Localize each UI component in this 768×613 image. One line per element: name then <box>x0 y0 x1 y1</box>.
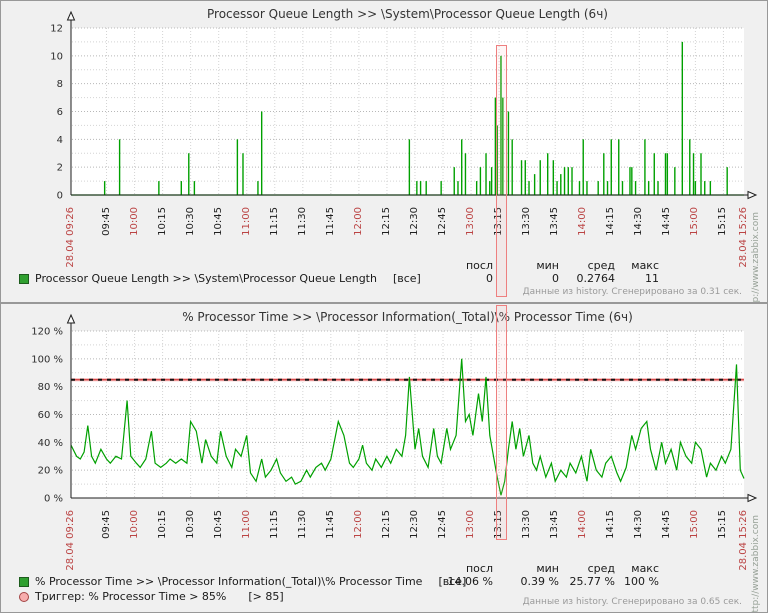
legend-value-avg: 0.2764 <box>576 272 616 285</box>
legend-header-max: макс <box>631 562 659 575</box>
legend-value-last: 14.06 % <box>447 575 493 588</box>
svg-text:120 %: 120 % <box>31 327 63 338</box>
trigger-label: Триггер: % Processor Time > 85% <box>35 590 227 603</box>
svg-text:6: 6 <box>57 107 63 118</box>
generation-footer: Данные из history. Сгенерировано за 0.65… <box>522 597 742 607</box>
series-label: Processor Queue Length >> \System\Proces… <box>35 272 377 285</box>
legend-value-min: 0 <box>552 272 559 285</box>
legend-header-min: мин <box>536 259 559 272</box>
legend-header-avg: сред <box>587 562 615 575</box>
series-color-swatch <box>19 576 29 587</box>
time-selection-marker[interactable] <box>496 305 507 540</box>
processor-queue-length-graph-canvas[interactable]: 0 2 4 6 8 10 12 <box>1 1 768 201</box>
processor-time-graph-canvas[interactable]: 0 % 20 % 40 % 60 % 80 % 100 % 120 % <box>1 304 768 504</box>
svg-text:20 %: 20 % <box>38 466 63 477</box>
series-mode: [все] <box>438 575 467 588</box>
legend: посл мин сред макс Processor Queue Lengt… <box>1 1 768 302</box>
trigger-condition: [> 85] <box>248 590 284 603</box>
panel-processor-time: % Processor Time >> \Processor Informati… <box>0 303 768 613</box>
legend-value-last: 0 <box>486 272 493 285</box>
svg-text:2: 2 <box>57 163 63 174</box>
legend-header-last: посл <box>465 562 493 575</box>
series-mode: [все] <box>392 272 421 285</box>
legend-value-max: 100 % <box>624 575 659 588</box>
svg-text:100 %: 100 % <box>31 354 63 365</box>
legend-value-min: 0.39 % <box>520 575 559 588</box>
svg-text:0 %: 0 % <box>44 494 63 505</box>
legend-series-row: Processor Queue Length >> \System\Proces… <box>19 272 421 285</box>
legend-series-row: % Processor Time >> \Processor Informati… <box>19 575 466 588</box>
legend-header-last: посл <box>465 259 493 272</box>
series-label: % Processor Time >> \Processor Informati… <box>35 575 423 588</box>
legend-header-min: мин <box>536 562 559 575</box>
series-color-swatch <box>19 273 29 284</box>
trigger-icon <box>19 591 29 602</box>
svg-text:80 %: 80 % <box>38 382 63 393</box>
legend-header-avg: сред <box>587 259 615 272</box>
svg-text:60 %: 60 % <box>38 410 63 421</box>
svg-text:0: 0 <box>57 191 63 202</box>
svg-text:8: 8 <box>57 79 63 90</box>
time-selection-marker[interactable] <box>496 45 507 297</box>
legend: посл мин сред макс % Processor Time >> \… <box>1 304 768 612</box>
svg-text:12: 12 <box>50 24 63 35</box>
chart-title: % Processor Time >> \Processor Informati… <box>182 310 633 324</box>
legend-value-max: 11 <box>645 272 659 285</box>
panel-processor-queue-length: Processor Queue Length >> \System\Proces… <box>0 0 768 315</box>
legend-value-avg: 25.77 % <box>569 575 615 588</box>
generation-footer: Данные из history. Сгенерировано за 0.31… <box>522 287 742 297</box>
svg-text:10: 10 <box>50 51 63 62</box>
svg-text:40 %: 40 % <box>38 438 63 449</box>
legend-header-max: макс <box>631 259 659 272</box>
svg-text:4: 4 <box>57 135 63 146</box>
chart-title: Processor Queue Length >> \System\Proces… <box>207 7 608 21</box>
trigger-legend-row: Триггер: % Processor Time > 85% [> 85] <box>19 590 284 603</box>
